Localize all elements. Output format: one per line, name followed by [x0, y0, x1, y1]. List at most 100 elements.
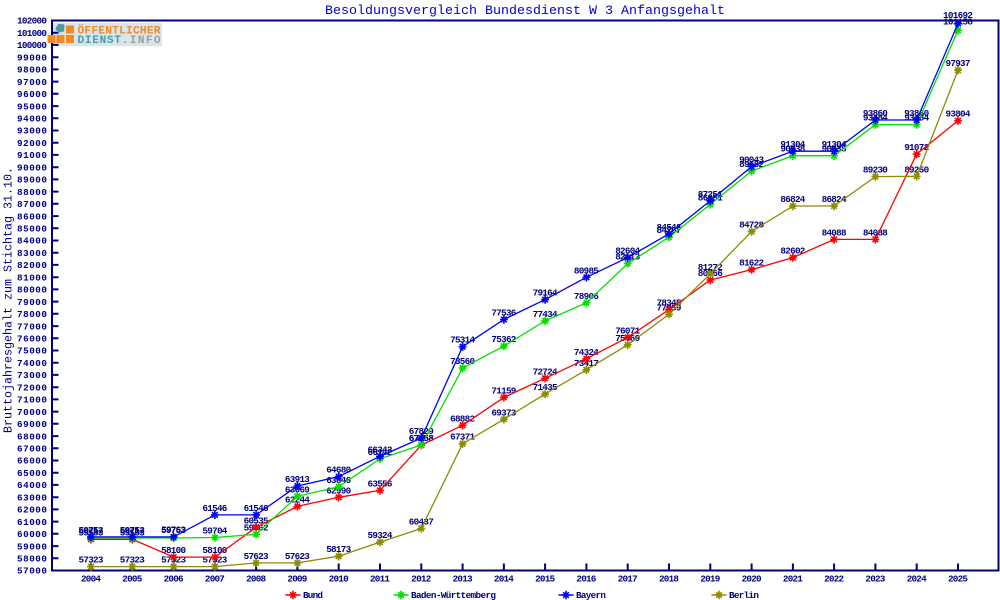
svg-text:Bund: Bund: [303, 590, 323, 600]
svg-text:79000: 79000: [17, 297, 47, 308]
svg-text:81000: 81000: [17, 272, 47, 283]
svg-text:91304: 91304: [822, 139, 847, 150]
svg-text:97937: 97937: [946, 58, 971, 69]
svg-text:67000: 67000: [17, 444, 47, 455]
svg-text:2016: 2016: [576, 574, 596, 585]
svg-text:57323: 57323: [79, 555, 104, 566]
svg-text:58173: 58173: [326, 544, 351, 555]
svg-text:90000: 90000: [17, 162, 47, 173]
svg-text:82602: 82602: [780, 246, 805, 257]
svg-text:58000: 58000: [17, 554, 47, 565]
svg-text:98000: 98000: [17, 65, 47, 76]
svg-text:86824: 86824: [822, 194, 847, 205]
svg-text:2011: 2011: [370, 574, 390, 585]
svg-text:60000: 60000: [17, 529, 47, 540]
svg-text:2020: 2020: [742, 574, 762, 585]
svg-text:66000: 66000: [17, 456, 47, 467]
svg-text:70000: 70000: [17, 407, 47, 418]
svg-text:ÖFFENTLICHER: ÖFFENTLICHER: [78, 24, 161, 37]
svg-text:76000: 76000: [17, 334, 47, 345]
svg-text:78906: 78906: [574, 291, 599, 302]
svg-text:74324: 74324: [574, 347, 599, 358]
svg-text:99000: 99000: [17, 52, 47, 63]
svg-text:74000: 74000: [17, 358, 47, 369]
svg-text:59704: 59704: [202, 526, 227, 537]
svg-text:61546: 61546: [244, 503, 269, 514]
svg-text:2006: 2006: [164, 574, 184, 585]
svg-text:2005: 2005: [122, 574, 142, 585]
svg-text:68000: 68000: [17, 431, 47, 442]
svg-text:88000: 88000: [17, 187, 47, 198]
svg-text:101692: 101692: [943, 10, 973, 21]
svg-text:75314: 75314: [450, 335, 475, 346]
svg-text:80000: 80000: [17, 285, 47, 296]
svg-text:86000: 86000: [17, 211, 47, 222]
svg-text:94000: 94000: [17, 114, 47, 125]
svg-text:63000: 63000: [17, 492, 47, 503]
svg-text:91072: 91072: [904, 142, 929, 153]
svg-text:Baden-Württemberg: Baden-Württemberg: [411, 590, 496, 600]
svg-text:64680: 64680: [326, 465, 351, 476]
svg-text:2023: 2023: [865, 574, 885, 585]
svg-text:89250: 89250: [904, 164, 929, 175]
svg-text:78345: 78345: [657, 298, 682, 309]
svg-text:2012: 2012: [411, 574, 431, 585]
svg-text:2018: 2018: [659, 574, 679, 585]
svg-text:Berlin: Berlin: [729, 590, 759, 600]
svg-text:93860: 93860: [863, 108, 888, 119]
svg-text:62000: 62000: [17, 505, 47, 516]
svg-text:Besoldungsvergleich Bundesdien: Besoldungsvergleich Bundesdienst W 3 Anf…: [325, 4, 725, 19]
svg-text:2021: 2021: [783, 574, 803, 585]
svg-text:57323: 57323: [120, 555, 145, 566]
svg-text:2008: 2008: [246, 574, 266, 585]
svg-text:67371: 67371: [450, 432, 475, 443]
svg-text:61546: 61546: [202, 503, 227, 514]
svg-text:60437: 60437: [409, 517, 434, 528]
svg-text:82604: 82604: [615, 246, 640, 257]
svg-text:89230: 89230: [863, 165, 888, 176]
svg-text:100000: 100000: [17, 40, 47, 51]
svg-text:73560: 73560: [450, 356, 475, 367]
svg-text:83000: 83000: [17, 248, 47, 259]
svg-text:72724: 72724: [533, 366, 558, 377]
svg-text:2019: 2019: [700, 574, 720, 585]
svg-text:84000: 84000: [17, 236, 47, 247]
svg-text:59753: 59753: [79, 525, 104, 536]
svg-text:93860: 93860: [904, 108, 929, 119]
svg-text:64000: 64000: [17, 480, 47, 491]
svg-text:81622: 81622: [739, 258, 764, 269]
svg-text:71159: 71159: [491, 385, 516, 396]
svg-text:77434: 77434: [533, 309, 558, 320]
svg-text:63556: 63556: [368, 478, 393, 489]
svg-text:71435: 71435: [533, 382, 558, 393]
svg-text:101000: 101000: [17, 28, 47, 39]
svg-text:Bruttojahresgehalt zum Stichta: Bruttojahresgehalt zum Stichtag 31.10.: [2, 167, 16, 433]
svg-text:2022: 2022: [824, 574, 844, 585]
svg-text:59753: 59753: [161, 525, 186, 536]
svg-text:2013: 2013: [453, 574, 473, 585]
svg-text:73417: 73417: [574, 358, 599, 369]
svg-text:2014: 2014: [494, 574, 514, 585]
svg-text:2004: 2004: [81, 574, 101, 585]
svg-text:73000: 73000: [17, 370, 47, 381]
svg-text:65000: 65000: [17, 468, 47, 479]
svg-text:84088: 84088: [822, 227, 847, 238]
svg-text:2009: 2009: [287, 574, 307, 585]
svg-text:69373: 69373: [491, 407, 516, 418]
svg-text:59717: 59717: [79, 525, 104, 536]
svg-text:96000: 96000: [17, 89, 47, 100]
svg-text:59753: 59753: [120, 525, 145, 536]
svg-text:87251: 87251: [698, 189, 723, 200]
svg-text:91304: 91304: [780, 139, 805, 150]
svg-text:92000: 92000: [17, 138, 47, 149]
svg-text:66342: 66342: [368, 444, 393, 455]
svg-text:79164: 79164: [533, 288, 558, 299]
svg-text:2017: 2017: [618, 574, 638, 585]
svg-text:2010: 2010: [329, 574, 349, 585]
svg-text:57623: 57623: [285, 551, 310, 562]
svg-text:59763: 59763: [161, 525, 186, 536]
svg-text:102000: 102000: [17, 16, 47, 27]
svg-text:67829: 67829: [409, 426, 434, 437]
svg-text:89000: 89000: [17, 175, 47, 186]
svg-text:72000: 72000: [17, 382, 47, 393]
